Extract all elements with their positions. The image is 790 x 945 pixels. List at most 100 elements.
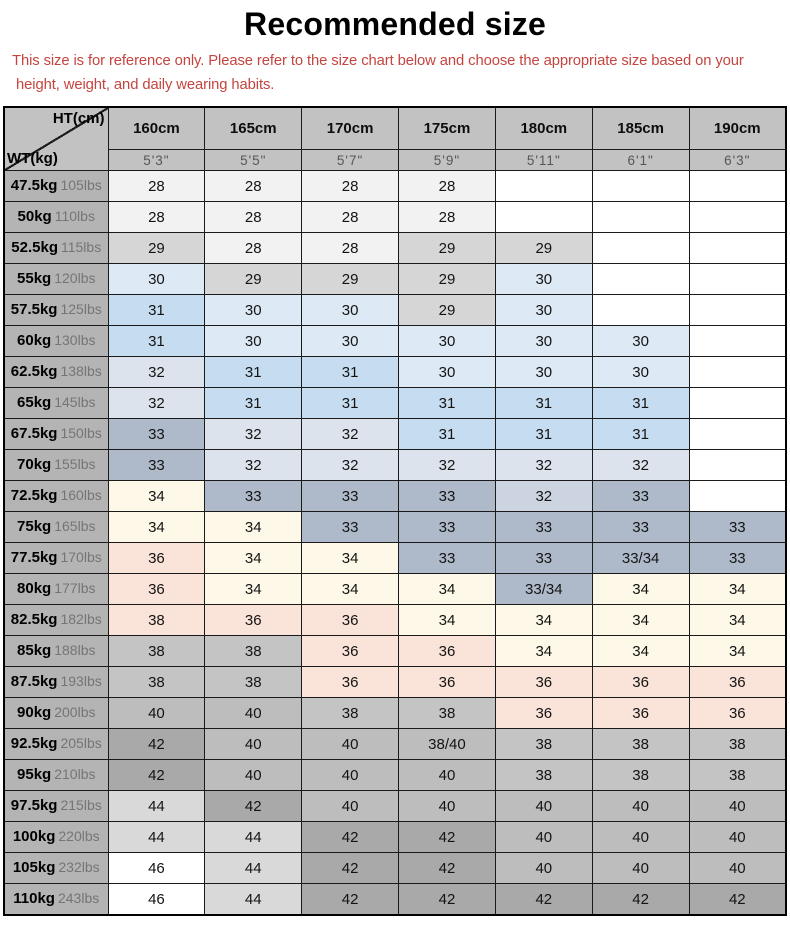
size-cell: 29 — [398, 294, 496, 327]
weight-kg: 47.5kg — [10, 177, 58, 195]
table-row: 60kg 130lbs 31 30 30 30 30 30 — [3, 325, 787, 358]
size-cell: 36 — [301, 604, 400, 637]
page-title: Recommended size — [244, 6, 546, 42]
size-cell: 36 — [494, 666, 593, 699]
size-cell: 38 — [494, 759, 593, 792]
size-cell: 36 — [398, 666, 496, 699]
size-cell: 31 — [494, 418, 593, 451]
size-cell: 40 — [494, 790, 593, 823]
size-cell: 42 — [591, 883, 690, 916]
weight-kg: 57.5kg — [10, 301, 58, 319]
size-cell: 36 — [591, 697, 690, 730]
height-cm-header: 180cm — [494, 106, 593, 151]
size-cell: 30 — [591, 356, 690, 389]
size-cell: 34 — [688, 573, 787, 606]
size-cell: 30 — [494, 263, 593, 296]
size-cell-empty — [591, 232, 690, 265]
weight-label: 62.5kg 138lbs — [3, 356, 109, 389]
size-cell: 31 — [398, 418, 496, 451]
size-cell: 30 — [494, 325, 593, 358]
size-cell-empty — [688, 294, 787, 327]
weight-lbs: 188lbs — [54, 642, 96, 659]
size-cell-empty — [688, 325, 787, 358]
size-cell: 32 — [301, 449, 400, 482]
size-cell: 42 — [301, 821, 400, 854]
table-row: 100kg 220lbs 44 44 42 42 40 40 40 — [3, 821, 787, 854]
size-cell: 31 — [494, 387, 593, 420]
weight-lbs: 243lbs — [57, 890, 100, 907]
weight-lbs: 145lbs — [54, 394, 96, 411]
weight-lbs: 177lbs — [54, 580, 96, 597]
size-table: HT(cm) WT(kg) 160cm 165cm 170cm 175cm 180cm 1… — [3, 105, 787, 916]
weight-kg: 52.5kg — [11, 239, 58, 257]
weight-kg: 100kg — [12, 828, 56, 846]
size-cell: 34 — [494, 604, 593, 637]
size-cell: 40 — [204, 697, 303, 730]
weight-lbs: 155lbs — [54, 456, 96, 473]
weight-label: 47.5kg 105lbs — [3, 170, 109, 203]
size-cell: 30 — [204, 325, 303, 358]
size-cell: 31 — [591, 418, 690, 451]
size-cell: 36 — [107, 573, 206, 606]
size-cell: 38 — [591, 728, 690, 761]
size-cell: 34 — [301, 573, 400, 606]
weight-kg: 87.5kg — [10, 673, 58, 691]
size-cell-empty — [688, 387, 787, 420]
size-cell: 34 — [107, 511, 206, 544]
weight-label: 92.5kg 205lbs — [3, 728, 109, 761]
size-cell: 42 — [301, 883, 400, 916]
weight-lbs: 165lbs — [54, 518, 96, 535]
size-cell: 28 — [204, 201, 303, 234]
size-cell: 28 — [107, 201, 206, 234]
header-row-height-ftin: 5'3" 5'5" 5'7" 5'9" 5'11" 6'1" 6'3" — [4, 149, 787, 172]
size-cell: 31 — [301, 356, 400, 389]
size-cell: 40 — [688, 790, 787, 823]
size-cell: 40 — [398, 759, 496, 792]
weight-lbs: 115lbs — [60, 239, 102, 256]
weight-lbs: 110lbs — [54, 208, 95, 225]
table-row: 82.5kg 182lbs 38 36 36 34 34 34 34 — [3, 604, 787, 637]
table-row: 97.5kg 215lbs 44 42 40 40 40 40 40 — [3, 790, 787, 823]
size-cell: 32 — [107, 356, 206, 389]
size-cell: 33 — [301, 511, 400, 544]
height-ftin-header: 6'1" — [591, 149, 690, 172]
size-cell: 32 — [204, 449, 303, 482]
weight-kg: 72.5kg — [10, 487, 58, 505]
weight-label: 57.5kg 125lbs — [3, 294, 109, 327]
table-row: 65kg 145lbs 32 31 31 31 31 31 — [3, 387, 787, 420]
size-cell: 30 — [301, 325, 400, 358]
size-cell: 28 — [301, 170, 400, 203]
size-cell: 31 — [107, 325, 206, 358]
weight-kg: 80kg — [17, 580, 52, 598]
weight-lbs: 170lbs — [60, 549, 102, 566]
size-cell-empty — [688, 418, 787, 451]
weight-kg: 67.5kg — [10, 425, 58, 443]
weight-label: 55kg 120lbs — [3, 263, 109, 296]
weight-kg: 110kg — [13, 890, 55, 908]
size-cell: 40 — [494, 852, 593, 885]
size-cell: 28 — [204, 170, 303, 203]
size-cell: 40 — [591, 852, 690, 885]
size-cell: 44 — [204, 821, 303, 854]
size-cell: 38 — [204, 666, 303, 699]
size-cell: 32 — [494, 449, 593, 482]
size-cell: 31 — [301, 387, 400, 420]
size-chart-page: Recommended size This size is for refere… — [0, 6, 790, 916]
size-cell: 33 — [688, 511, 787, 544]
size-cell: 36 — [688, 697, 787, 730]
size-cell: 42 — [398, 821, 496, 854]
height-ftin-header: 5'3" — [107, 149, 206, 172]
size-cell: 34 — [494, 635, 593, 668]
weight-lbs: 120lbs — [54, 270, 96, 287]
size-cell-empty — [494, 170, 593, 203]
size-cell: 42 — [494, 883, 593, 916]
size-cell: 30 — [494, 356, 593, 389]
disclaimer: This size is for reference only. Please … — [0, 48, 790, 104]
weight-label: 75kg 165lbs — [3, 511, 109, 544]
size-cell: 30 — [398, 356, 496, 389]
table-row: 80kg 177lbs 36 34 34 34 33/34 34 34 — [3, 573, 787, 606]
size-cell: 28 — [398, 201, 496, 234]
size-cell: 28 — [301, 232, 400, 265]
table-row: 70kg 155lbs 33 32 32 32 32 32 — [3, 449, 787, 482]
size-cell: 31 — [398, 387, 496, 420]
